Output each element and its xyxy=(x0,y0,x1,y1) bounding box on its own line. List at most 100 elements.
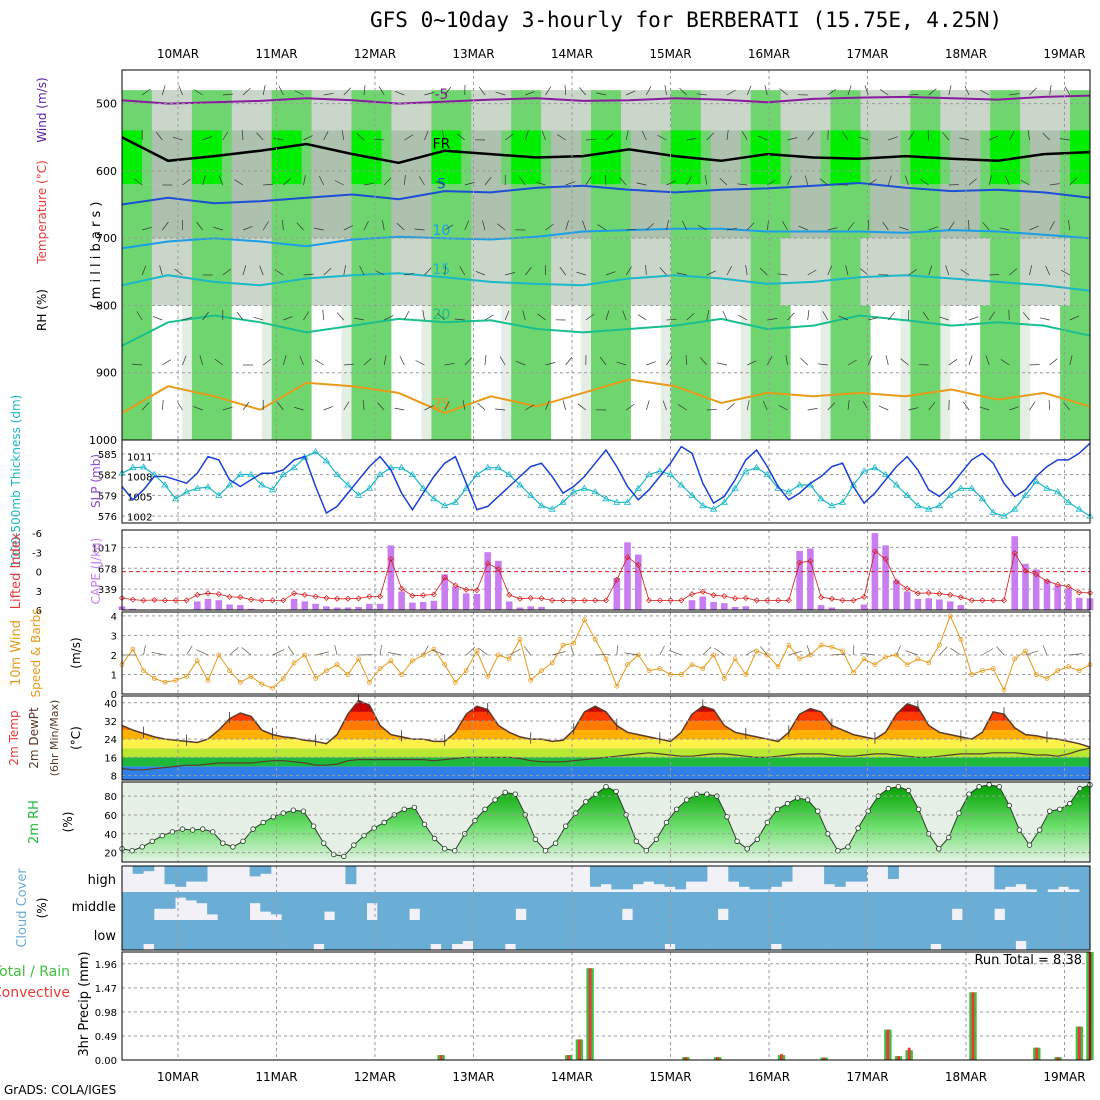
wind-barb xyxy=(697,224,707,231)
cloud-cell xyxy=(685,892,697,920)
rh-cell xyxy=(201,90,213,131)
rh-cell xyxy=(201,70,213,91)
wind-speed-marker xyxy=(463,668,469,673)
li-marker xyxy=(377,593,384,600)
rh-cell xyxy=(630,238,642,306)
cloud-cell xyxy=(441,892,453,920)
rh-marker xyxy=(734,838,740,844)
thickness-marker xyxy=(1053,488,1062,495)
wind-speed-marker xyxy=(743,672,749,677)
wind-barb xyxy=(1020,179,1030,186)
rh-cell xyxy=(680,90,692,131)
wind-barb xyxy=(666,220,669,231)
rh-cell xyxy=(950,70,961,91)
cloud-cell xyxy=(207,892,219,915)
rh-tick-label: 20 xyxy=(104,849,117,860)
wind-barb xyxy=(717,362,728,366)
cloud-cell xyxy=(856,892,867,920)
wind-barb xyxy=(807,408,818,411)
li-marker xyxy=(710,592,717,599)
wind-barb xyxy=(827,227,838,231)
rh-cell xyxy=(890,70,901,91)
rh-cell xyxy=(621,184,632,239)
wind-barb xyxy=(444,362,455,366)
wind-barb xyxy=(746,85,752,96)
wind-barb xyxy=(323,130,329,141)
wind-speed-marker xyxy=(711,652,716,658)
wind-barb xyxy=(1069,177,1078,186)
rh-cell xyxy=(920,305,931,440)
wind-barb xyxy=(515,360,526,366)
rh-marker xyxy=(250,826,256,832)
thickness-marker xyxy=(860,467,868,474)
cloud-cell xyxy=(536,892,548,920)
cloud-cell xyxy=(409,892,421,909)
wind-barb xyxy=(242,401,250,411)
wind-barb xyxy=(927,129,930,141)
li-marker xyxy=(387,556,394,562)
cloud-cell xyxy=(632,892,644,920)
rh-cell xyxy=(710,70,722,91)
rh-cell xyxy=(221,305,233,440)
temp-band xyxy=(122,757,1090,767)
wind-barb xyxy=(807,131,815,141)
thickness-marker xyxy=(1000,512,1008,519)
cape-bar xyxy=(462,593,470,610)
rh-cell xyxy=(780,70,792,91)
isotherm-line xyxy=(121,181,1091,206)
wind-barb xyxy=(964,85,970,96)
cape-bar xyxy=(430,600,438,610)
rh-cell xyxy=(930,184,941,239)
wind-barb xyxy=(495,91,506,96)
rh-cell xyxy=(161,305,173,440)
legend-total: Total / Rain xyxy=(0,964,70,980)
li-marker xyxy=(366,593,373,600)
rh-cell xyxy=(950,130,961,185)
cloud-cell xyxy=(813,892,825,920)
wind-speed-marker xyxy=(474,648,480,654)
wind-barb xyxy=(272,649,285,656)
cloud-cell xyxy=(1047,866,1059,890)
wind-barb xyxy=(766,220,769,231)
wind-tick-label: 1 xyxy=(111,670,117,681)
rh-cell xyxy=(281,130,293,185)
rh-cell xyxy=(241,238,253,306)
rh-cell xyxy=(461,238,472,306)
rh-cell xyxy=(820,184,832,239)
rh-cell xyxy=(700,238,712,306)
rh-cell xyxy=(361,305,372,440)
wind-barb xyxy=(888,311,895,321)
rh-cell xyxy=(810,238,822,306)
rh-cell xyxy=(331,184,343,239)
cloud-cell xyxy=(185,892,197,901)
precip-convective-bar xyxy=(716,1057,720,1060)
thickness-marker xyxy=(290,463,298,471)
rh-cell xyxy=(1050,184,1061,239)
cape-bar xyxy=(1065,588,1072,610)
rh-cell xyxy=(660,130,672,185)
date-label-bottom: 15MAR xyxy=(649,1070,691,1084)
rh-marker xyxy=(189,827,196,833)
legend-convective: Convective xyxy=(0,985,70,1001)
cloud-cell xyxy=(515,920,527,950)
cloud-cell xyxy=(515,892,527,909)
wind-barb xyxy=(945,265,950,276)
cloud-cell xyxy=(887,866,899,879)
rh-cell xyxy=(611,90,622,131)
wind-barb xyxy=(678,404,687,411)
thickness-marker xyxy=(591,488,599,495)
rh-cell xyxy=(441,70,452,91)
rh-cell xyxy=(261,130,273,185)
wind-barb xyxy=(959,137,970,141)
rh-marker xyxy=(431,835,438,842)
cloud-cell xyxy=(217,892,229,920)
wind-barb xyxy=(478,86,486,96)
thickness-marker xyxy=(613,498,621,505)
li-marker xyxy=(441,574,448,581)
rh-cell xyxy=(561,90,572,131)
rh-marker xyxy=(300,808,307,814)
cape-bar xyxy=(452,586,459,610)
wind-speed-marker xyxy=(592,636,598,642)
dewpoint-axis-label: 2m DewPt xyxy=(27,707,41,769)
thickness-marker xyxy=(376,470,384,477)
